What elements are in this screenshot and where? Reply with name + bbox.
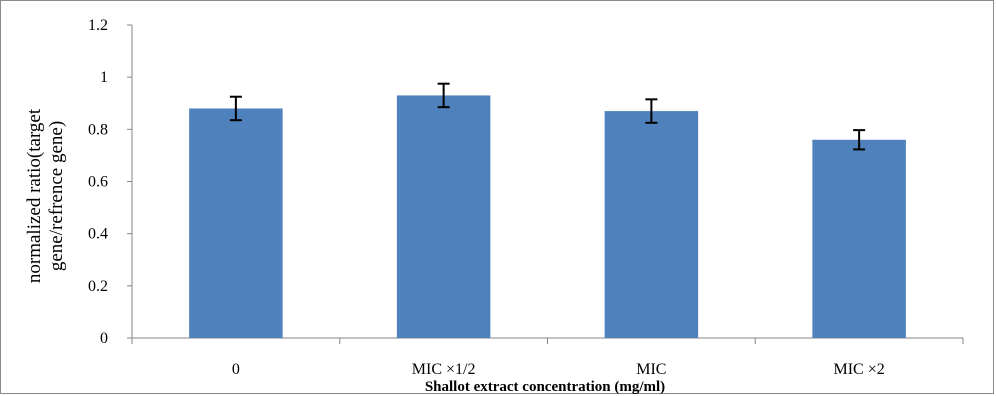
- y-tick-label: 1.2: [88, 17, 108, 34]
- y-tick-label: 0.4: [88, 226, 108, 243]
- x-axis-title: Shallot extract concentration (mg/ml): [425, 379, 665, 395]
- y-tick-label: 0: [100, 330, 108, 347]
- x-tick-label: MIC ×1/2: [412, 361, 476, 378]
- bar: [604, 111, 699, 338]
- x-tick-label: MIC ×2: [834, 361, 885, 378]
- y-axis-title-line-2: gene/refrence gene): [46, 121, 67, 271]
- y-axis-title-line-1: normalized ratio(target: [24, 108, 45, 283]
- bar: [189, 108, 283, 338]
- y-tick-label: 0.2: [88, 278, 108, 295]
- y-tick-label: 1: [100, 69, 108, 86]
- y-tick-label: 0.8: [88, 121, 108, 138]
- x-tick-label: 0: [232, 361, 240, 378]
- bar: [396, 95, 491, 338]
- y-axis-title: normalized ratio(target gene/refrence ge…: [24, 108, 67, 283]
- bar: [812, 139, 906, 338]
- x-tick-label: MIC: [636, 361, 666, 378]
- y-tick-label: 0.6: [88, 174, 108, 191]
